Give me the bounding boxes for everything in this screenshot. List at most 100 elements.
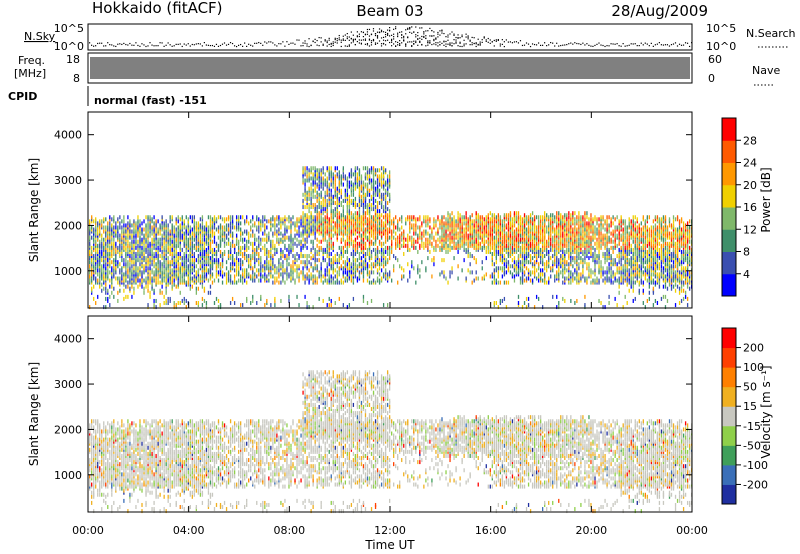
scatter-cell bbox=[270, 243, 272, 248]
scatter-cell bbox=[125, 266, 127, 271]
scatter-cell bbox=[350, 219, 353, 224]
scatter-cell bbox=[328, 268, 330, 273]
scatter-cell bbox=[179, 266, 181, 271]
scatter-cell bbox=[368, 168, 371, 173]
scatter-cell bbox=[346, 184, 349, 189]
scatter-cell bbox=[417, 249, 419, 254]
scatter-cell bbox=[91, 249, 93, 254]
scatter-cell bbox=[95, 225, 97, 230]
nsky-dot bbox=[493, 45, 495, 47]
scatter-cell bbox=[376, 205, 379, 210]
scatter-cell bbox=[99, 229, 101, 234]
nsky-dot bbox=[473, 37, 475, 39]
nsky-dot bbox=[201, 45, 203, 47]
scatter-cell bbox=[330, 245, 332, 250]
scatter-cell bbox=[139, 229, 141, 234]
scatter-cell bbox=[314, 258, 316, 263]
scatter-cell bbox=[254, 241, 256, 246]
scatter-cell bbox=[225, 235, 228, 240]
scatter-cell bbox=[231, 262, 234, 267]
scatter-cell bbox=[443, 215, 445, 220]
scatter-cell bbox=[93, 229, 95, 234]
scatter-cell bbox=[336, 252, 338, 257]
nsky-dot bbox=[123, 42, 125, 45]
scatter-cell bbox=[334, 301, 336, 306]
scatter-cell bbox=[264, 272, 266, 277]
scatter-cell bbox=[272, 215, 274, 220]
scatter-cell bbox=[348, 205, 351, 210]
scatter-cell bbox=[388, 170, 391, 175]
scatter-cell bbox=[95, 243, 97, 248]
scatter-cell bbox=[322, 203, 324, 208]
scatter-cell bbox=[358, 186, 361, 191]
scatter-cell bbox=[171, 231, 173, 236]
scatter-cell bbox=[165, 288, 167, 293]
nsky-dot bbox=[97, 42, 99, 45]
scatter-cell bbox=[103, 237, 105, 242]
scatter-cell bbox=[318, 186, 320, 191]
scatter-cell bbox=[274, 223, 276, 228]
scatter-cell bbox=[141, 284, 143, 289]
scatter-cell bbox=[356, 278, 359, 283]
scatter-cell bbox=[153, 274, 155, 279]
scatter-cell bbox=[336, 211, 338, 216]
scatter-cell bbox=[105, 225, 107, 230]
scatter-cell bbox=[163, 235, 165, 240]
nsky-dot bbox=[447, 43, 449, 45]
scatter-cell bbox=[304, 241, 306, 246]
scatter-cell bbox=[141, 237, 143, 242]
nsky-dot bbox=[384, 36, 387, 38]
scatter-cell bbox=[177, 229, 179, 234]
scatter-cell bbox=[370, 280, 373, 285]
scatter-cell bbox=[342, 213, 344, 218]
scatter-cell bbox=[445, 229, 447, 234]
nsky-dot bbox=[441, 29, 443, 31]
scatter-cell bbox=[169, 262, 171, 267]
scatter-cell bbox=[435, 231, 437, 236]
scatter-cell bbox=[326, 168, 328, 173]
scatter-cell bbox=[173, 243, 175, 248]
scatter-cell bbox=[115, 262, 117, 267]
scatter-cell bbox=[147, 233, 149, 238]
scatter-cell bbox=[314, 225, 316, 230]
scatter-cell bbox=[189, 231, 191, 236]
scatter-cell bbox=[352, 215, 355, 220]
scatter-cell bbox=[209, 249, 212, 254]
scatter-cell bbox=[370, 180, 373, 185]
scatter-cell bbox=[388, 249, 391, 254]
scatter-cell bbox=[374, 231, 377, 236]
scatter-cell bbox=[161, 237, 163, 242]
scatter-cell bbox=[268, 268, 270, 273]
nsky-dot bbox=[294, 43, 296, 45]
scatter-cell bbox=[326, 166, 328, 171]
scatter-cell bbox=[125, 294, 127, 299]
scatter-cell bbox=[451, 245, 453, 250]
scatter-cell bbox=[280, 280, 282, 285]
scatter-cell bbox=[233, 278, 236, 283]
scatter-cell bbox=[137, 231, 139, 236]
scatter-cell bbox=[405, 243, 407, 248]
scatter-cell bbox=[131, 260, 133, 265]
scatter-cell bbox=[175, 284, 177, 289]
scatter-cell bbox=[382, 209, 385, 214]
scatter-cell bbox=[223, 243, 226, 248]
scatter-cell bbox=[308, 178, 310, 183]
scatter-cell bbox=[242, 215, 244, 220]
scatter-cell bbox=[252, 241, 254, 246]
scatter-cell bbox=[147, 223, 149, 228]
scatter-cell bbox=[382, 272, 385, 277]
scatter-cell bbox=[155, 280, 157, 285]
scatter-cell bbox=[125, 284, 127, 289]
scatter-cell bbox=[167, 296, 169, 301]
scatter-cell bbox=[266, 235, 268, 240]
scatter-cell bbox=[175, 219, 177, 224]
scatter-cell bbox=[99, 254, 101, 259]
scatter-cell bbox=[258, 262, 260, 267]
scatter-cell bbox=[189, 254, 191, 259]
scatter-cell bbox=[326, 184, 328, 189]
scatter-cell bbox=[350, 268, 353, 273]
scatter-cell bbox=[316, 280, 318, 285]
scatter-cell bbox=[276, 270, 278, 275]
scatter-cell bbox=[328, 200, 330, 205]
scatter-cell bbox=[366, 301, 369, 306]
